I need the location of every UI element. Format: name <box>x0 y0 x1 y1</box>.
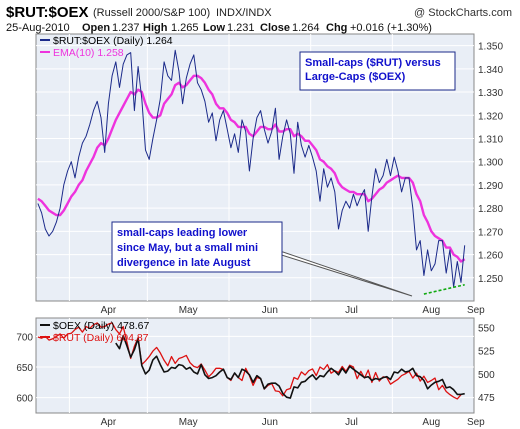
lower-plot-area <box>35 317 475 414</box>
lower-x-axis: Apr May Jun Jul Aug Sep <box>101 417 486 428</box>
lower-x-tick-label: Aug <box>422 417 440 428</box>
lower-right-tick-label: 500 <box>478 370 495 381</box>
main-gridlines <box>36 34 474 301</box>
title-annotation-line2: Large-Caps ($OEX) <box>305 71 406 83</box>
close-value: 1.264 <box>292 22 320 34</box>
note-line2: since May, but a small mini <box>117 242 258 254</box>
high-value: 1.265 <box>171 22 199 34</box>
lower-x-tick-label: Jul <box>345 417 358 428</box>
lower-left-y-axis: 600 650 700 <box>16 332 33 404</box>
lower-left-tick-label: 600 <box>16 394 33 405</box>
note-line1: small-caps leading lower <box>117 227 248 239</box>
chart-description: (Russell 2000/S&P 100) <box>93 7 210 19</box>
stockcharts-watermark: @ StockCharts.com <box>414 7 512 19</box>
high-label: High <box>143 22 168 34</box>
low-label: Low <box>203 22 225 34</box>
main-x-axis: Apr May Jun Jul Aug Sep <box>101 305 486 316</box>
lower-left-tick-label: 650 <box>16 363 33 374</box>
main-legend: $RUT:$OEX (Daily) 1.264 EMA(10) 1.258 <box>40 35 173 59</box>
lower-right-tick-label: 525 <box>478 347 495 358</box>
lower-x-tick-label: Sep <box>467 417 485 428</box>
main-y-tick-label: 1.310 <box>478 134 503 145</box>
note-annotation: small-caps leading lower since May, but … <box>111 221 413 297</box>
title-annotation: Small-caps ($RUT) versus Large-Caps ($OE… <box>299 51 456 91</box>
lower-x-tick-label: Jun <box>262 417 278 428</box>
oex-line <box>115 334 465 399</box>
main-y-tick-label: 1.300 <box>478 158 503 169</box>
ema-line <box>37 74 466 263</box>
lower-legend: $OEX (Daily) 478.67 $RUT (Daily) 604.87 <box>40 320 149 344</box>
lower-right-y-axis: 475 500 525 550 <box>478 323 495 404</box>
lower-left-tick-label: 700 <box>16 332 33 343</box>
open-label: Open <box>82 22 110 34</box>
rut-legend-label: $RUT (Daily) 604.87 <box>53 332 149 344</box>
main-y-tick-label: 1.280 <box>478 204 503 215</box>
main-y-tick-label: 1.350 <box>478 42 503 53</box>
main-y-tick-label: 1.250 <box>478 274 503 285</box>
ratio-line <box>37 49 466 288</box>
title-annotation-line1: Small-caps ($RUT) versus <box>305 57 441 69</box>
close-label: Close <box>260 22 290 34</box>
open-value: 1.237 <box>112 22 140 34</box>
main-series-group <box>37 49 466 295</box>
low-value: 1.231 <box>227 22 255 34</box>
ema-legend-label: EMA(10) 1.258 <box>53 47 124 59</box>
note-annotation-box <box>111 221 283 273</box>
lower-x-tick-label: May <box>179 417 198 428</box>
quote-line: 25-Aug-2010 Open 1.237 High 1.265 Low 1.… <box>6 22 432 34</box>
lower-series-group <box>37 322 465 400</box>
chart-symbol: $RUT:$OEX <box>6 4 89 21</box>
main-y-tick-label: 1.320 <box>478 111 503 122</box>
oex-legend-label: $OEX (Daily) 478.67 <box>53 320 149 332</box>
main-x-tick-label: Sep <box>467 305 485 316</box>
note-line3: divergence in late August <box>117 257 251 269</box>
lower-x-tick-label: Apr <box>101 417 117 428</box>
divergence-line <box>423 283 465 295</box>
main-y-tick-label: 1.330 <box>478 88 503 99</box>
main-y-tick-label: 1.270 <box>478 227 503 238</box>
lower-right-tick-label: 550 <box>478 323 495 334</box>
main-y-tick-label: 1.340 <box>478 65 503 76</box>
main-x-tick-label: Jun <box>262 305 278 316</box>
ratio-legend-label: $RUT:$OEX (Daily) 1.264 <box>53 35 173 47</box>
chart-exchange: INDX/INDX <box>216 7 272 19</box>
main-x-tick-label: Jul <box>345 305 358 316</box>
main-x-tick-label: Apr <box>101 305 117 316</box>
main-y-tick-label: 1.260 <box>478 251 503 262</box>
main-x-tick-label: Aug <box>422 305 440 316</box>
chg-label: Chg <box>326 22 347 34</box>
main-x-tick-label: May <box>179 305 198 316</box>
lower-gridlines <box>36 318 474 413</box>
main-y-axis: 1.250 1.260 1.270 1.280 1.290 1.300 1.310 1.320… <box>478 42 503 285</box>
title-annotation-box <box>299 51 456 91</box>
chg-value: +0.016 (+1.30%) <box>350 22 432 34</box>
lower-right-tick-label: 475 <box>478 393 495 404</box>
quote-date: 25-Aug-2010 <box>6 22 70 34</box>
main-y-tick-label: 1.290 <box>478 181 503 192</box>
